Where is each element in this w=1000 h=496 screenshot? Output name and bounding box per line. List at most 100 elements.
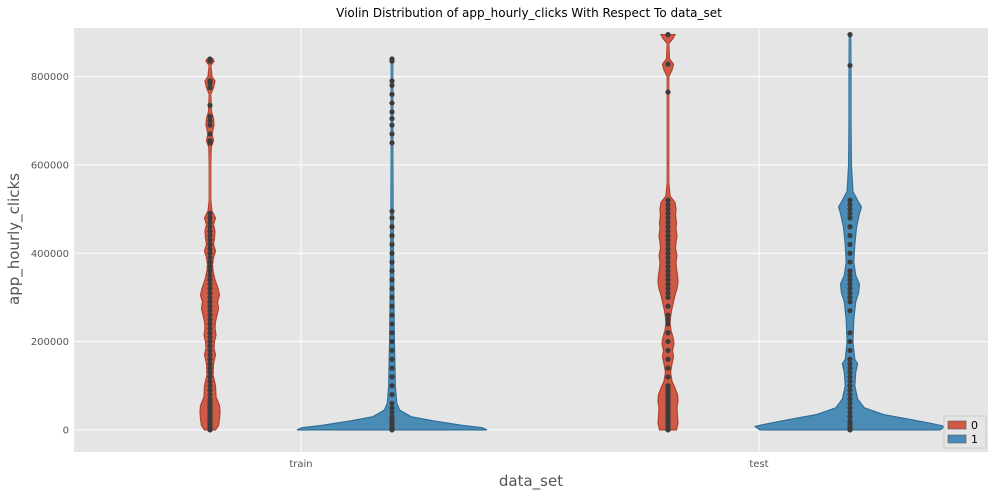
y-axis: 0 200000 400000 600000 800000 xyxy=(31,72,69,436)
data-point xyxy=(847,259,853,265)
data-point xyxy=(665,219,671,225)
data-point xyxy=(665,255,671,261)
data-point xyxy=(207,312,213,318)
data-point xyxy=(665,321,671,327)
data-point xyxy=(207,78,213,84)
data-point xyxy=(847,308,853,314)
data-point xyxy=(207,321,213,327)
data-point xyxy=(665,312,671,318)
y-tick-label: 0 xyxy=(63,425,69,436)
data-point xyxy=(847,409,853,415)
data-point xyxy=(389,321,395,327)
data-point xyxy=(665,237,671,243)
data-point xyxy=(389,250,395,256)
data-point xyxy=(207,308,213,314)
y-tick-label: 400000 xyxy=(31,249,69,260)
data-point xyxy=(665,215,671,221)
data-point xyxy=(847,281,853,287)
data-point xyxy=(665,281,671,287)
data-point xyxy=(665,365,671,371)
data-point xyxy=(665,347,671,354)
data-point xyxy=(389,215,395,221)
data-point xyxy=(207,343,213,349)
data-point xyxy=(847,356,853,362)
data-point xyxy=(665,316,671,323)
data-point xyxy=(389,330,395,336)
data-point xyxy=(389,115,395,122)
data-point xyxy=(389,356,395,362)
data-point xyxy=(847,365,853,371)
data-point xyxy=(847,268,853,274)
data-point xyxy=(207,391,213,398)
data-point xyxy=(207,378,213,384)
data-point xyxy=(847,294,853,301)
data-point xyxy=(665,294,671,301)
data-point xyxy=(665,206,671,212)
data-point xyxy=(389,285,395,292)
plot-background xyxy=(74,28,988,452)
data-point xyxy=(389,312,395,318)
data-point xyxy=(847,400,853,407)
data-point xyxy=(389,303,395,309)
data-point xyxy=(207,56,213,62)
data-point xyxy=(389,391,395,398)
data-point xyxy=(389,241,395,248)
data-point xyxy=(389,347,395,354)
data-point xyxy=(207,250,213,256)
data-point xyxy=(847,206,853,212)
data-point xyxy=(665,32,671,38)
data-point xyxy=(665,210,671,217)
data-point xyxy=(207,246,213,252)
data-point xyxy=(847,414,853,420)
data-point xyxy=(389,365,395,371)
data-point xyxy=(389,56,395,62)
data-point xyxy=(847,241,853,248)
data-point xyxy=(847,361,853,367)
x-tick-label: test xyxy=(749,459,768,470)
data-point xyxy=(207,316,213,323)
data-point xyxy=(847,383,853,389)
data-point xyxy=(207,224,213,230)
data-point xyxy=(207,347,213,354)
data-point xyxy=(207,272,213,278)
data-point xyxy=(207,237,213,243)
data-point xyxy=(389,208,395,214)
data-point xyxy=(665,202,671,208)
data-point xyxy=(207,396,213,402)
data-point xyxy=(207,303,213,309)
data-point xyxy=(389,131,395,137)
data-point xyxy=(207,113,213,119)
data-point xyxy=(847,374,853,380)
data-point xyxy=(665,241,671,248)
data-point xyxy=(207,352,213,358)
data-point xyxy=(665,250,671,256)
legend-swatch xyxy=(947,434,967,444)
data-point xyxy=(207,365,213,371)
data-point xyxy=(207,356,213,362)
data-point xyxy=(207,325,213,331)
data-point xyxy=(665,89,671,95)
data-point xyxy=(847,290,853,296)
data-point xyxy=(207,118,213,124)
data-point xyxy=(847,197,853,203)
data-point xyxy=(207,268,213,274)
data-point xyxy=(207,122,213,128)
x-axis-title: data_set xyxy=(499,472,563,491)
data-point xyxy=(847,250,853,256)
y-axis-title: app_hourly_clicks xyxy=(5,173,24,305)
data-point xyxy=(207,383,213,389)
data-point xyxy=(389,109,395,115)
data-point xyxy=(389,268,395,274)
data-point xyxy=(207,138,213,144)
data-point xyxy=(207,299,213,305)
data-point xyxy=(389,122,395,128)
data-point xyxy=(207,285,213,292)
data-point xyxy=(207,131,213,137)
data-point xyxy=(389,338,395,345)
data-point xyxy=(207,215,213,221)
data-point xyxy=(207,219,213,225)
data-point xyxy=(207,281,213,287)
data-point xyxy=(847,215,853,221)
data-point xyxy=(665,224,671,230)
data-point xyxy=(389,91,395,97)
